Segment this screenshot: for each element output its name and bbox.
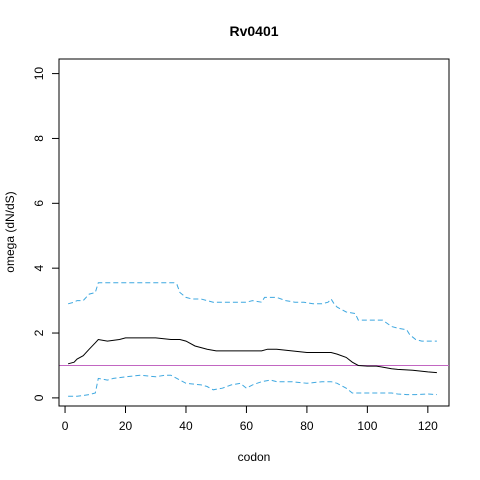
x-tick-label: 60 [240,419,254,433]
series-line-lower-bound [68,374,437,397]
y-axis-label: omega (dN/dS) [3,191,17,272]
x-tick-label: 40 [179,419,193,433]
x-axis-label: codon [238,450,271,464]
x-tick-label: 20 [119,419,133,433]
y-tick-label: 2 [32,329,46,336]
series-line-estimate [67,337,437,374]
y-axis: 0 2 4 6 8 10 [32,67,60,401]
x-tick-label: 0 [62,419,69,433]
chart-title: Rv0401 [229,23,278,39]
plot-frame [58,58,450,407]
series-layer [67,282,437,397]
x-axis: 0 20 40 60 80 100 120 [62,405,438,433]
x-tick-label: 80 [300,419,314,433]
y-tick-label: 6 [32,200,46,207]
x-tick-label: 100 [357,419,377,433]
x-tick-label: 120 [418,419,438,433]
y-tick-label: 4 [32,265,46,272]
y-tick-label: 8 [32,135,46,142]
y-tick-label: 0 [32,394,46,401]
y-tick-label: 10 [32,67,46,81]
series-line-upper-bound [67,282,437,342]
